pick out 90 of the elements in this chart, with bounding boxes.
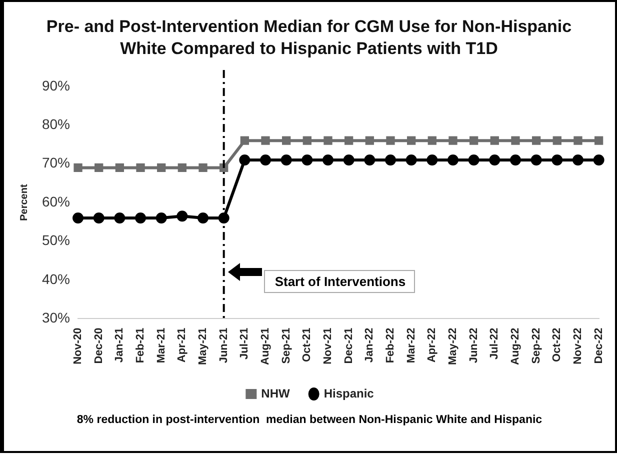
x-tick-label: Sep-21 xyxy=(280,328,292,364)
point xyxy=(386,136,395,145)
point xyxy=(552,136,562,145)
x-tick-label: Dec-21 xyxy=(342,328,355,364)
point xyxy=(176,210,188,222)
text: 8% reduction in post-intervention median between Non-Hispanic White and Hispanic xyxy=(76,414,544,426)
point xyxy=(156,212,167,224)
point xyxy=(135,212,146,224)
x-tick-label: Feb-22 xyxy=(384,328,397,364)
point xyxy=(344,136,354,145)
x-tick-label: May-22 xyxy=(447,328,460,365)
y-tick-label: 70% xyxy=(42,154,70,171)
point xyxy=(93,212,104,224)
point xyxy=(239,154,250,166)
point xyxy=(324,136,332,145)
point xyxy=(572,154,584,166)
x-tick-label: Aug-22 xyxy=(510,328,522,365)
x-tick-label: Nov-22 xyxy=(572,328,584,364)
point xyxy=(198,163,208,172)
point xyxy=(115,163,124,172)
point xyxy=(322,154,334,166)
x-tick-label: Jul-22 xyxy=(488,328,501,360)
point xyxy=(468,154,480,166)
point xyxy=(530,154,542,166)
point xyxy=(198,212,209,224)
x-tick-label: Dec-20 xyxy=(92,328,105,364)
annotation: Start of Interventions xyxy=(264,270,415,294)
point xyxy=(552,154,563,166)
point xyxy=(240,136,249,145)
y-tick-label: 90% xyxy=(42,77,70,94)
point xyxy=(428,136,436,145)
point xyxy=(574,136,582,145)
x-tick-label: Aug-21 xyxy=(260,328,272,365)
x-tick-label: Nov-21 xyxy=(322,328,334,364)
point xyxy=(447,154,458,166)
point xyxy=(426,154,438,166)
point xyxy=(261,136,270,145)
x-tick-label: Apr-21 xyxy=(176,328,188,363)
point xyxy=(532,136,541,145)
x-tick-label: Jan-22 xyxy=(364,328,376,363)
y-tick-label: 50% xyxy=(42,232,70,248)
point xyxy=(469,136,478,145)
point xyxy=(364,154,376,166)
point xyxy=(343,154,354,166)
point xyxy=(136,163,145,172)
x-tick-label: Jun-22 xyxy=(468,328,480,364)
x-tick-label: Oct-21 xyxy=(301,328,314,362)
x-tick-label: Jul-21 xyxy=(238,328,251,360)
legend-label: NHW xyxy=(261,386,290,400)
point xyxy=(94,163,104,172)
legend-label: Hispanic xyxy=(324,386,374,400)
point xyxy=(406,136,416,145)
y-tick-label: 30% xyxy=(42,310,70,326)
point xyxy=(74,163,82,172)
point xyxy=(448,136,458,145)
x-tick-label: Sep-22 xyxy=(530,328,542,364)
point xyxy=(280,154,292,166)
point xyxy=(260,154,271,166)
point xyxy=(593,154,604,166)
point xyxy=(302,154,313,166)
x-tick-label: Nov-20 xyxy=(72,328,84,364)
point xyxy=(302,136,312,145)
point xyxy=(365,136,374,145)
point xyxy=(406,154,417,166)
y-tick-label: 80% xyxy=(42,116,70,132)
x-tick-label: May-21 xyxy=(197,328,210,365)
point xyxy=(594,136,604,145)
x-tick-label: Dec-22 xyxy=(592,328,605,364)
point xyxy=(282,136,291,145)
point xyxy=(157,163,166,172)
point xyxy=(511,136,520,145)
x-tick-label: Jan-21 xyxy=(114,328,126,363)
y-axis-title: Percent xyxy=(18,184,30,221)
point xyxy=(114,212,126,224)
point xyxy=(490,136,499,145)
y-tick-label: 60% xyxy=(42,193,70,210)
x-tick-label: Mar-22 xyxy=(405,328,418,364)
point xyxy=(178,163,187,172)
x-tick-label: Apr-22 xyxy=(426,328,438,363)
point xyxy=(218,212,230,224)
point xyxy=(489,154,500,166)
x-tick-label: Mar-21 xyxy=(155,328,168,364)
point xyxy=(384,154,396,166)
point xyxy=(510,154,521,166)
point xyxy=(72,212,84,224)
x-tick-label: Oct-22 xyxy=(551,328,564,362)
y-tick-label: 40% xyxy=(42,270,70,287)
chart-title: Pre- and Post-Intervention Median for CGM Use for Non-Hispanic White Compared to Hispanic Patients with T1D xyxy=(45,16,573,60)
x-tick-label: Feb-21 xyxy=(134,328,147,364)
x-tick-label: Jun-21 xyxy=(218,328,230,364)
